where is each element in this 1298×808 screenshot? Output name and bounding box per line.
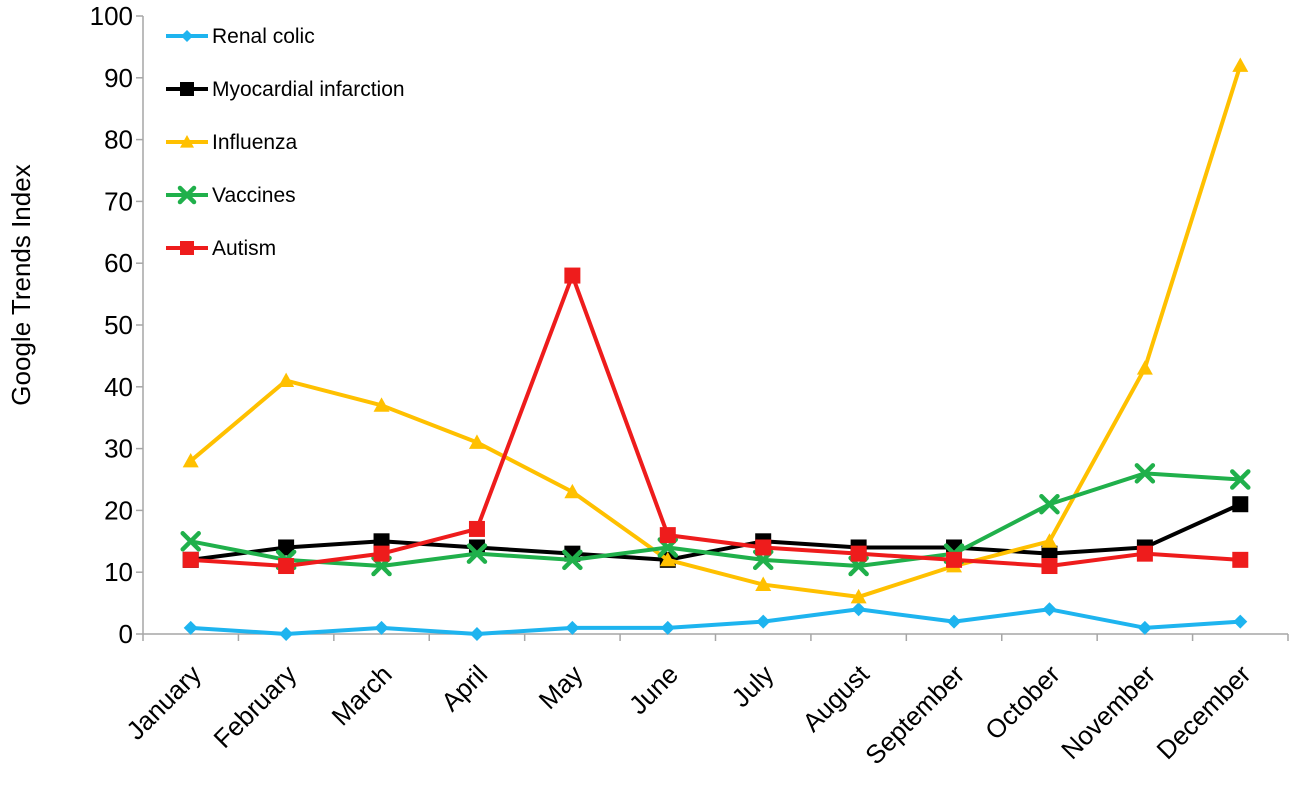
legend-label: Autism (212, 237, 276, 260)
x-tick-label: May (533, 659, 589, 715)
legend-label: Influenza (212, 131, 298, 154)
x-tick-label: January (120, 659, 207, 746)
legend-swatch-marker (177, 185, 197, 205)
legend-swatch-marker (180, 241, 194, 255)
y-tick-label: 100 (90, 1, 133, 31)
series-influenza (182, 57, 1249, 604)
y-tick-label: 40 (104, 372, 133, 402)
legend-swatch-marker (180, 135, 194, 148)
data-point-autism (373, 545, 390, 562)
y-tick-label: 60 (104, 248, 133, 278)
data-point-autism (946, 551, 963, 568)
data-point-influenza (278, 372, 295, 388)
data-point-influenza (755, 576, 772, 591)
y-tick-label: 30 (104, 434, 133, 464)
series-renal-colic (183, 602, 1248, 641)
x-tick-label: August (796, 658, 875, 737)
x-tick-label: March (325, 659, 397, 731)
data-point-vaccines (1134, 463, 1156, 484)
data-point-influenza (1232, 57, 1249, 72)
legend-item-myocardial-infarction: Myocardial infarction (166, 78, 405, 101)
legend-item-autism: Autism (166, 237, 276, 260)
data-point-renal-colic (565, 620, 580, 635)
data-point-renal-colic (183, 620, 198, 635)
y-axis-label: Google Trends Index (6, 164, 36, 405)
data-point-influenza (1041, 533, 1058, 548)
data-point-myocardial-infarction (278, 539, 295, 556)
data-point-autism (1136, 545, 1153, 562)
data-point-autism (564, 267, 581, 284)
data-point-renal-colic (469, 627, 484, 641)
y-tick-label: 10 (104, 557, 133, 587)
legend-label: Renal colic (212, 25, 315, 48)
y-tick-label: 80 (104, 125, 133, 155)
data-point-vaccines (1039, 493, 1060, 515)
legend: Renal colic Myocardial infarction Influenz… (166, 25, 405, 260)
x-tick-label: July (726, 659, 780, 713)
data-point-influenza (182, 452, 199, 468)
data-point-myocardial-infarction (373, 533, 390, 550)
data-point-renal-colic (1233, 614, 1248, 629)
data-point-renal-colic (374, 620, 389, 635)
series-line-myocardial-infarction (190, 502, 1242, 562)
legend-swatch-marker (180, 82, 194, 96)
data-point-renal-colic (947, 614, 962, 629)
legend-label: Myocardial infarction (212, 78, 405, 101)
data-point-renal-colic (1042, 602, 1057, 617)
y-tick-label: 70 (104, 186, 133, 216)
legend-item-vaccines: Vaccines (166, 184, 296, 207)
series-vaccines (180, 463, 1251, 577)
legend-item-renal-colic: Renal colic (166, 25, 315, 48)
data-point-renal-colic (660, 620, 675, 635)
data-point-influenza (373, 397, 390, 412)
data-point-vaccines (562, 549, 583, 571)
data-point-autism (278, 558, 295, 575)
data-point-influenza (468, 434, 485, 449)
data-point-autism (182, 551, 199, 568)
data-point-renal-colic (851, 602, 866, 617)
data-point-vaccines (466, 543, 488, 564)
data-point-autism (755, 539, 772, 556)
series-line-autism (190, 273, 1241, 569)
series-layer (180, 57, 1251, 641)
data-point-influenza (850, 588, 867, 604)
series-line-vaccines (190, 471, 1241, 569)
series-autism (182, 267, 1249, 575)
legend-swatch-marker (181, 30, 193, 42)
x-tick-label: April (435, 659, 493, 717)
y-tick-label: 0 (119, 619, 133, 649)
data-point-myocardial-infarction (1232, 496, 1249, 513)
data-point-autism (1232, 551, 1249, 568)
data-point-influenza (564, 483, 581, 499)
data-point-renal-colic (1137, 620, 1152, 635)
x-tick-label: September (859, 659, 970, 770)
y-tick-label: 90 (104, 63, 133, 93)
data-point-autism (1041, 558, 1058, 575)
legend-label: Vaccines (212, 184, 296, 207)
data-point-vaccines (1230, 469, 1251, 490)
data-point-vaccines (180, 531, 201, 552)
data-point-autism (850, 545, 867, 562)
legend-item-influenza: Influenza (166, 131, 298, 154)
x-tick-label: November (1055, 659, 1161, 765)
y-tick-label: 50 (104, 310, 133, 340)
data-point-renal-colic (279, 627, 294, 641)
data-point-myocardial-infarction (1041, 545, 1058, 562)
axes: 0 10 20 30 40 50 60 70 80 90 100 January February Mar… (6, 1, 1289, 770)
x-tick-label: December (1151, 659, 1257, 765)
data-point-influenza (659, 551, 676, 567)
x-tick-label: June (623, 659, 684, 720)
data-point-autism (659, 527, 676, 544)
data-point-influenza (1136, 360, 1153, 375)
data-point-renal-colic (756, 614, 771, 629)
x-tick-label: February (208, 659, 303, 754)
series-line-influenza (189, 64, 1243, 599)
series-line-renal-colic (190, 607, 1241, 636)
data-point-autism (468, 520, 485, 537)
y-tick-label: 20 (104, 495, 133, 525)
x-tick-label: October (979, 659, 1066, 746)
